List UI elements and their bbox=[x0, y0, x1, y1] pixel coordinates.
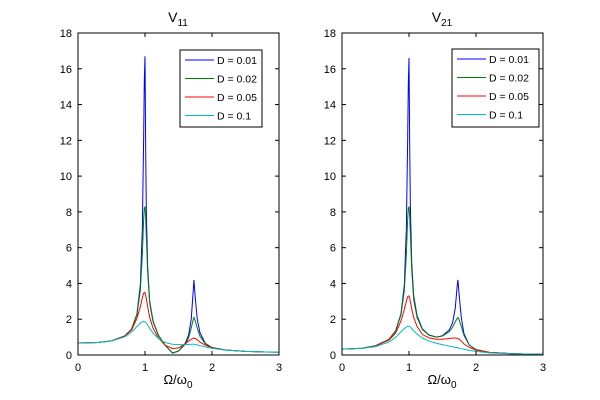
legend-label: D = 0.01 bbox=[489, 54, 529, 66]
y-tick-label: 16 bbox=[324, 64, 336, 76]
x-tick-label: 3 bbox=[276, 362, 282, 374]
x-tick-label: 1 bbox=[142, 362, 148, 374]
legend-label: D = 0.05 bbox=[489, 91, 529, 103]
x-tick-label: 2 bbox=[209, 362, 215, 374]
axes-box bbox=[341, 32, 544, 356]
plot-title: V21 bbox=[432, 9, 453, 29]
x-tick-label: 2 bbox=[473, 362, 479, 374]
series-group bbox=[78, 56, 279, 354]
y-tick-label: 2 bbox=[330, 314, 336, 326]
x-tick-label: 1 bbox=[406, 362, 412, 374]
y-tick-label: 6 bbox=[330, 243, 336, 255]
y-tick-label: 14 bbox=[60, 100, 72, 112]
y-tick-label: 8 bbox=[66, 207, 72, 219]
x-tick-label: 0 bbox=[75, 362, 81, 374]
y-tick-label: 10 bbox=[324, 171, 336, 183]
series-line-d-0-05 bbox=[342, 295, 543, 355]
y-tick-label: 4 bbox=[66, 278, 72, 290]
legend-label: D = 0.1 bbox=[489, 110, 523, 122]
series-line-d-0-05 bbox=[78, 291, 279, 353]
series-line-d-0-02 bbox=[342, 206, 543, 355]
legend: D = 0.01 D = 0.02 D = 0.05 D = 0.1 bbox=[451, 48, 540, 128]
y-tick-label: 18 bbox=[324, 28, 336, 40]
x-tick-label: 0 bbox=[339, 362, 345, 374]
x-axis-label: Ω/ω0 bbox=[163, 372, 192, 391]
legend-label: D = 0.1 bbox=[217, 111, 251, 123]
y-tick-label: 6 bbox=[66, 243, 72, 255]
y-tick-label: 10 bbox=[60, 171, 72, 183]
legend-label: D = 0.01 bbox=[217, 55, 257, 67]
y-tick-label: 12 bbox=[324, 135, 336, 147]
legend-box bbox=[179, 49, 263, 128]
series-line-d-0-1 bbox=[342, 325, 543, 355]
series-group bbox=[342, 58, 543, 355]
x-tick-label: 3 bbox=[540, 362, 546, 374]
y-tick-label: 0 bbox=[330, 350, 336, 362]
y-tick-label: 4 bbox=[330, 278, 336, 290]
legend-label: D = 0.02 bbox=[489, 73, 529, 85]
x-axis-label: Ω/ω0 bbox=[427, 372, 456, 391]
legend-label: D = 0.02 bbox=[217, 74, 257, 86]
axes-box bbox=[77, 32, 280, 356]
y-tick-label: 16 bbox=[60, 64, 72, 76]
y-tick-label: 2 bbox=[66, 314, 72, 326]
series-line-d-0-1 bbox=[78, 320, 279, 353]
legend-label: D = 0.05 bbox=[217, 92, 257, 104]
y-tick-label: 0 bbox=[66, 350, 72, 362]
plot-title: V11 bbox=[168, 9, 188, 29]
y-tick-label: 14 bbox=[324, 100, 336, 112]
y-tick-label: 12 bbox=[60, 135, 72, 147]
y-tick-label: 18 bbox=[60, 28, 72, 40]
legend: D = 0.01 D = 0.02 D = 0.05 D = 0.1 bbox=[179, 49, 263, 128]
y-tick-label: 8 bbox=[330, 207, 336, 219]
